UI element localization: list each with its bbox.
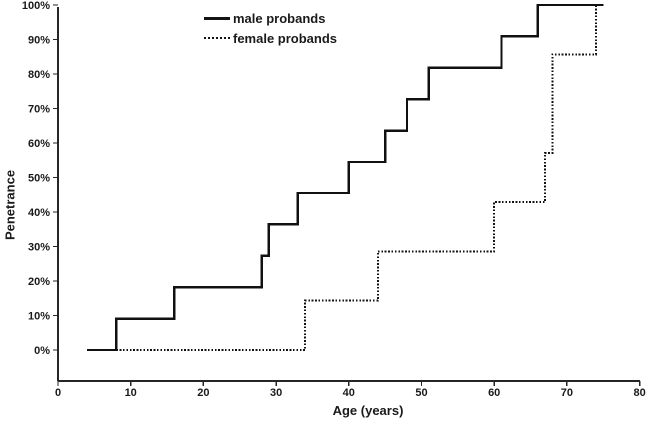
y-tick-label: 0% <box>34 345 50 357</box>
y-tick-label: 80% <box>28 69 50 81</box>
x-axis-title: Age (years) <box>332 403 404 418</box>
y-tick-label: 40% <box>28 207 50 219</box>
male-probands-line <box>87 3 604 352</box>
legend: male probands female probands <box>204 8 337 48</box>
y-tick-label: 70% <box>28 104 50 116</box>
x-tick-label: 0 <box>55 387 61 399</box>
y-tick-label: 30% <box>28 242 50 254</box>
y-tick-label: 100% <box>22 0 50 12</box>
x-tick-label: 80 <box>633 387 645 399</box>
x-tick-label: 50 <box>415 387 427 399</box>
female-probands-line <box>116 4 604 351</box>
y-axis-title: Penetrance <box>2 169 18 241</box>
x-tick-label: 10 <box>125 387 137 399</box>
legend-dotted-line-icon <box>204 37 230 39</box>
legend-item-female: female probands <box>204 28 337 48</box>
legend-solid-line-icon <box>204 16 230 20</box>
legend-label-female: female probands <box>233 30 338 46</box>
x-tick-label: 70 <box>561 387 573 399</box>
x-tick-label: 60 <box>488 387 500 399</box>
y-tick-label: 50% <box>28 173 50 185</box>
y-tick-label: 60% <box>28 138 50 150</box>
x-tick-label: 30 <box>270 387 282 399</box>
y-tick-label: 90% <box>28 35 50 47</box>
x-tick-label: 40 <box>343 387 355 399</box>
legend-item-male: male probands <box>204 8 337 28</box>
y-tick-label: 10% <box>28 311 50 323</box>
x-tick-label: 20 <box>197 387 209 399</box>
legend-label-male: male probands <box>233 10 326 26</box>
y-tick-label: 20% <box>28 276 50 288</box>
